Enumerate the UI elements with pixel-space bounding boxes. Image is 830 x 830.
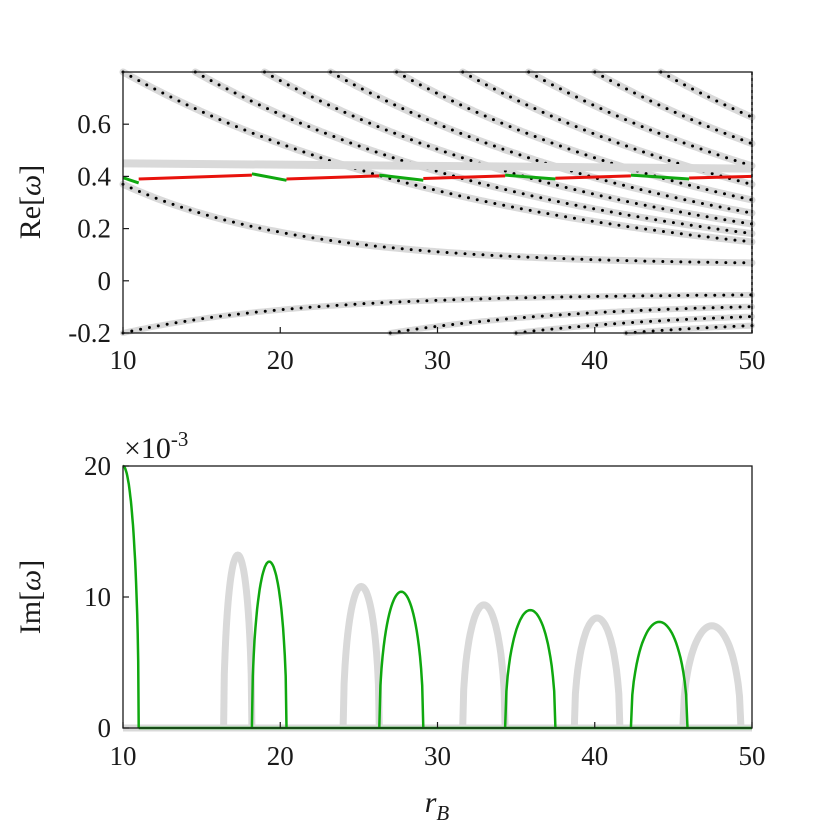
top-ticks: 10 20 30 40 50 -0.2 0 0.2 0.4 0.6 bbox=[68, 109, 765, 375]
upper-mode-line-1 bbox=[191, 68, 756, 238]
upper-mode-dots-0 bbox=[121, 70, 754, 244]
green-segment-0 bbox=[122, 176, 140, 185]
bottom-ylabel: Im[ω] bbox=[14, 560, 47, 635]
upper-mode-dots-8 bbox=[659, 70, 754, 119]
green-segment-3 bbox=[504, 173, 556, 181]
gray-bump-4 bbox=[679, 622, 745, 732]
bottom-xtick-label-20: 20 bbox=[267, 741, 294, 771]
top-ytick-label-1: 0 bbox=[98, 266, 112, 296]
top-ytick-label-2: 0.2 bbox=[77, 214, 111, 244]
bottom-ytick-label-20: 20 bbox=[84, 451, 111, 481]
red-segment-0 bbox=[138, 173, 252, 181]
top-xtick-label-30: 30 bbox=[424, 345, 451, 375]
upper-mode-line-4 bbox=[393, 68, 756, 204]
bottom-xtick-label-30: 30 bbox=[424, 741, 451, 771]
red-segment-3 bbox=[555, 174, 631, 180]
top-plot-area bbox=[119, 68, 756, 336]
top-xtick-label-50: 50 bbox=[739, 345, 766, 375]
top-xtick-label-40: 40 bbox=[581, 345, 608, 375]
top-panel: 10 20 30 40 50 -0.2 0 0.2 0.4 0.6 Re[ω] bbox=[14, 68, 766, 375]
upper-mode-line-6 bbox=[525, 68, 756, 170]
negative-mode-line-0 bbox=[120, 291, 755, 336]
gray-bump-1 bbox=[339, 582, 383, 732]
green-initial-decay bbox=[122, 464, 140, 729]
gray-bump-0 bbox=[220, 551, 256, 732]
negative-mode-line-1 bbox=[387, 303, 755, 336]
gray-bump-2 bbox=[459, 601, 509, 732]
green-bump-3 bbox=[629, 620, 689, 729]
negative-mode-dots-3 bbox=[624, 324, 754, 335]
top-xtick-label-10: 10 bbox=[110, 345, 137, 375]
top-xtick-label-20: 20 bbox=[267, 345, 294, 375]
green-bump-2 bbox=[503, 608, 557, 729]
bottom-ytick-label-0: 0 bbox=[98, 713, 112, 743]
green-bump-0 bbox=[250, 560, 288, 729]
green-segment-4 bbox=[630, 173, 690, 181]
negative-mode-dots-2 bbox=[514, 315, 754, 335]
red-segment-2 bbox=[423, 174, 506, 180]
red-segment-4 bbox=[689, 174, 753, 180]
upper-mode-dots-7 bbox=[593, 70, 754, 146]
top-ytick-label-4: 0.6 bbox=[77, 109, 111, 139]
upper-mode-line-3 bbox=[327, 68, 756, 217]
horizontal-mode-band bbox=[122, 159, 753, 173]
top-ytick-label-0: -0.2 bbox=[68, 318, 111, 348]
red-segment-1 bbox=[286, 174, 380, 181]
bottom-exponent-label: ×10-3 bbox=[124, 427, 188, 465]
lower-positive-mode-dots bbox=[121, 182, 754, 265]
bottom-plot-area bbox=[122, 464, 752, 732]
bottom-xtick-label-50: 50 bbox=[739, 741, 766, 771]
bottom-ytick-label-10: 10 bbox=[84, 582, 111, 612]
green-segment-2 bbox=[379, 173, 424, 182]
top-ytick-label-3: 0.4 bbox=[77, 161, 111, 191]
green-segment-1 bbox=[251, 172, 287, 182]
gray-bump-3 bbox=[570, 614, 624, 732]
top-ylabel: Re[ω] bbox=[14, 165, 47, 240]
bottom-xlabel: rB bbox=[425, 786, 450, 825]
bottom-xtick-label-40: 40 bbox=[581, 741, 608, 771]
bottom-xtick-label-10: 10 bbox=[110, 741, 137, 771]
green-bump-1 bbox=[378, 590, 425, 729]
bottom-axes-frame bbox=[122, 465, 753, 729]
upper-mode-dots-2 bbox=[263, 70, 754, 226]
